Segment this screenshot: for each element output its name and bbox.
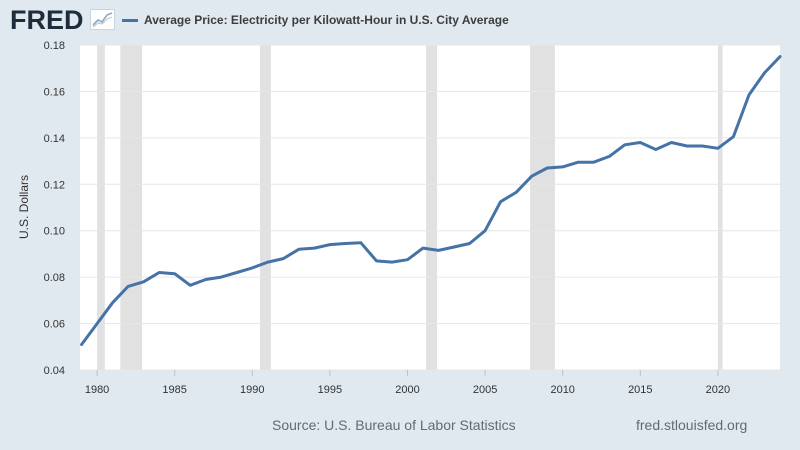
footer-source: Source: U.S. Bureau of Labor Statistics <box>272 417 516 433</box>
x-tick-label: 1990 <box>240 384 264 396</box>
y-tick-label: 0.04 <box>44 365 65 377</box>
x-tick-label: 2015 <box>628 384 652 396</box>
recession-band <box>97 45 105 370</box>
y-axis-ticks: 0.04 0.06 0.08 0.10 0.12 0.14 0.16 0.18 <box>44 40 65 377</box>
fred-logo[interactable]: FRED <box>10 5 84 35</box>
gridlines <box>80 44 780 371</box>
chart-legend[interactable]: Average Price: Electricity per Kilowatt-… <box>122 10 509 30</box>
x-axis-ticks: 1980 1985 1990 1995 2000 2005 2010 2015 2020 <box>85 370 730 396</box>
x-tick-label: 2010 <box>550 384 574 396</box>
recession-band <box>120 45 143 370</box>
x-tick-label: 2005 <box>473 384 497 396</box>
recession-band <box>260 45 271 370</box>
recession-band <box>426 45 437 370</box>
y-tick-label: 0.10 <box>44 226 65 238</box>
x-tick-label: 1995 <box>318 384 342 396</box>
x-tick-label: 1980 <box>85 384 109 396</box>
chart-header: FRED Average Price: Electricity per Kilo… <box>0 0 800 40</box>
recession-band <box>530 45 555 370</box>
y-tick-label: 0.08 <box>44 272 65 284</box>
x-tick-label: 2000 <box>395 384 419 396</box>
series-line[interactable] <box>80 55 782 346</box>
legend-swatch <box>122 18 138 22</box>
y-tick-label: 0.06 <box>44 319 65 331</box>
x-tick-label: 2020 <box>706 384 730 396</box>
series-layer <box>80 55 782 346</box>
y-tick-label: 0.18 <box>44 40 65 52</box>
footer-url[interactable]: fred.stlouisfed.org <box>636 417 748 433</box>
recession-shading <box>97 45 723 370</box>
y-tick-label: 0.14 <box>44 133 65 145</box>
line-chart-icon <box>90 9 115 30</box>
recession-band <box>717 45 723 370</box>
legend-label: Average Price: Electricity per Kilowatt-… <box>144 13 509 27</box>
x-tick-label: 1985 <box>162 384 186 396</box>
y-tick-label: 0.16 <box>44 86 65 98</box>
y-tick-label: 0.12 <box>44 179 65 191</box>
y-axis-title: U.S. Dollars <box>17 175 31 239</box>
